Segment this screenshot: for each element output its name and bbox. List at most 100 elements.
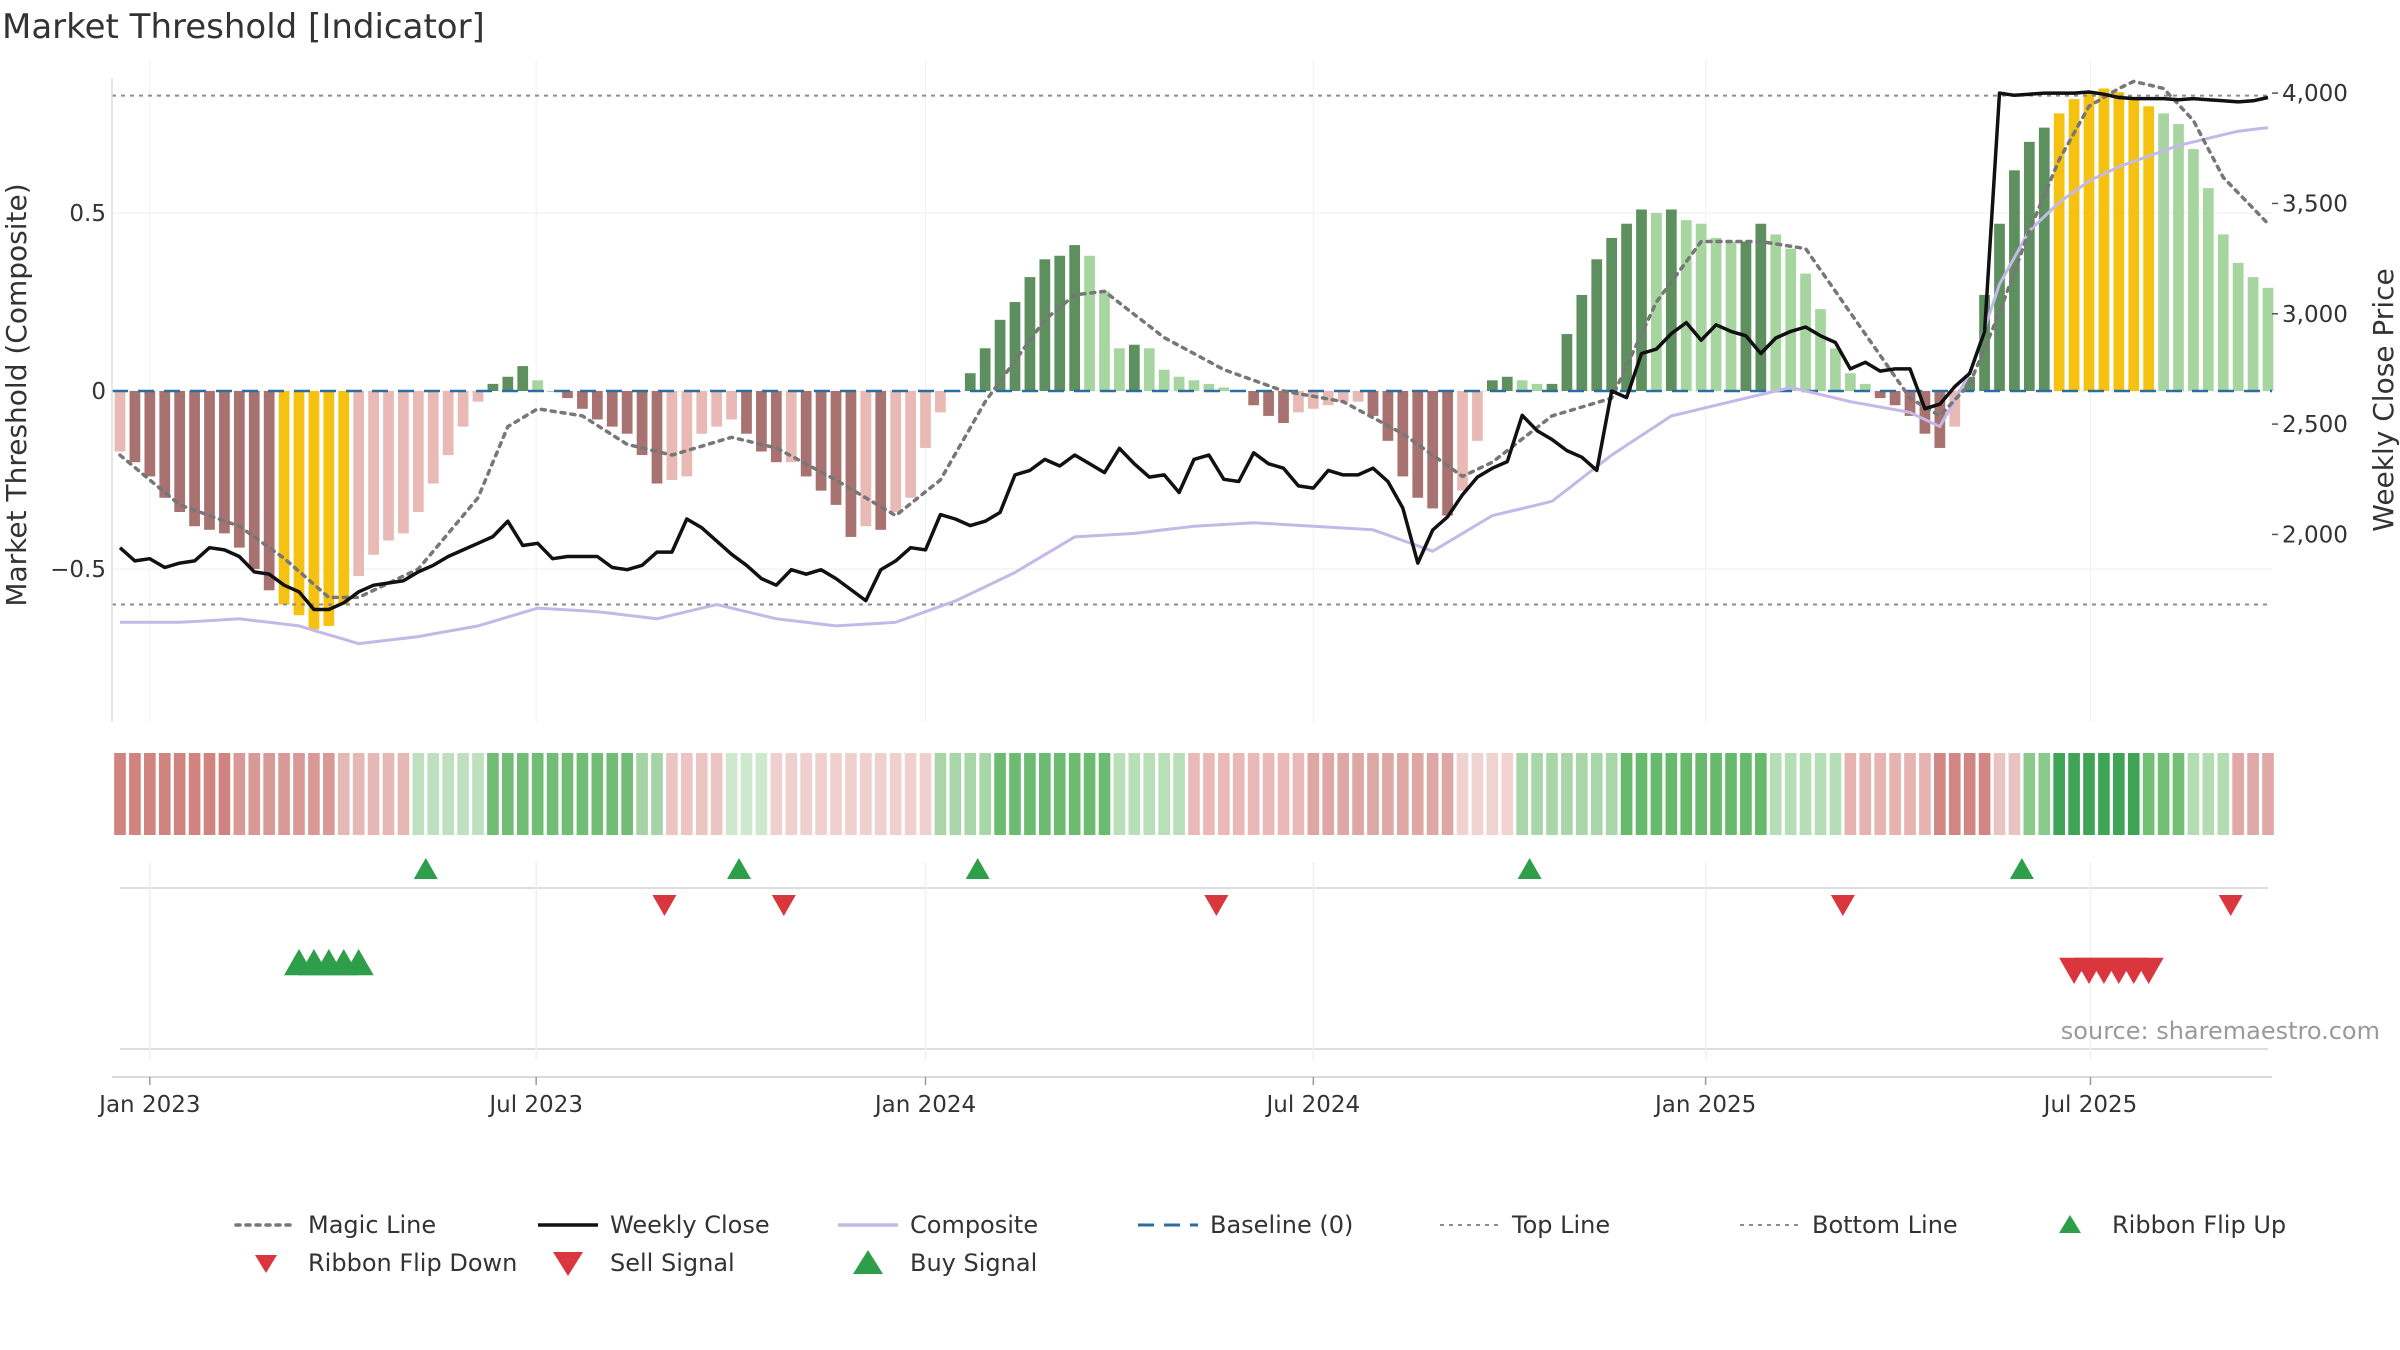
threshold-bar xyxy=(1382,391,1394,441)
ribbon-cell xyxy=(367,753,380,835)
legend-label: Composite xyxy=(910,1211,1038,1239)
ribbon-cell xyxy=(979,753,991,835)
ribbon-cell xyxy=(1173,753,1185,835)
threshold-bar xyxy=(1949,391,1961,427)
right-tick-label: 3,000 xyxy=(2282,302,2348,328)
ribbon-cell xyxy=(1650,753,1663,835)
ribbon-flip-up-marker xyxy=(2009,858,2034,879)
threshold-bar xyxy=(875,391,887,530)
ribbon xyxy=(114,753,2274,835)
ribbon-cell xyxy=(487,753,499,835)
ribbon-cell xyxy=(606,753,619,835)
ribbon-cell xyxy=(1203,753,1215,835)
ribbon-cell xyxy=(1740,753,1752,835)
ribbon-cell xyxy=(651,753,663,835)
ribbon-cell xyxy=(1978,753,1991,835)
threshold-bar xyxy=(2053,113,2065,392)
ribbon-cell xyxy=(1814,753,1827,835)
threshold-bar xyxy=(412,391,424,513)
threshold-bar xyxy=(1084,255,1095,391)
signal-markers xyxy=(120,858,2268,1060)
ribbon-cell xyxy=(2098,753,2110,835)
ribbon-cell xyxy=(1292,753,1305,835)
threshold-bar xyxy=(1472,391,1483,441)
threshold-bar xyxy=(129,391,141,463)
ribbon-cell xyxy=(2172,753,2185,835)
ribbon-cell xyxy=(1635,753,1648,835)
threshold-bar xyxy=(144,391,156,477)
ribbon-cell xyxy=(382,753,395,835)
threshold-bar xyxy=(1427,391,1439,509)
ribbon-cell xyxy=(1784,753,1797,835)
threshold-bar xyxy=(1710,237,1722,391)
threshold-bar xyxy=(517,366,529,391)
magic-line xyxy=(118,79,2270,600)
threshold-bar xyxy=(1830,348,1841,391)
legend-label: Bottom Line xyxy=(1812,1211,1958,1239)
threshold-bar xyxy=(427,391,439,484)
x-tick-label: Jul 2025 xyxy=(2042,1092,2138,1118)
right-tick-label: 2,000 xyxy=(2282,522,2348,548)
ribbon-cell xyxy=(516,753,529,835)
legend: Magic Line Weekly Close Composite Baseline … xyxy=(234,1211,2286,1277)
ribbon-cell xyxy=(1367,753,1379,835)
ribbon-cell xyxy=(1486,753,1499,835)
threshold-bar xyxy=(204,391,215,530)
ribbon-cell xyxy=(1680,753,1693,835)
ribbon-cell xyxy=(218,753,231,835)
ribbon-cell xyxy=(1188,753,1200,835)
ribbon-cell xyxy=(1456,753,1469,835)
threshold-bar xyxy=(1307,391,1319,409)
threshold-bar xyxy=(1591,259,1603,391)
left-tick-label: 0.5 xyxy=(69,201,106,227)
left-tick-label: 0 xyxy=(91,379,106,405)
threshold-bar xyxy=(964,373,976,391)
threshold-bar xyxy=(1785,248,1797,391)
threshold-bar xyxy=(1576,294,1588,391)
ribbon-cell xyxy=(2247,753,2259,835)
ribbon-flip-down-marker xyxy=(771,895,796,916)
ribbon-cell xyxy=(1799,753,1812,835)
ribbon-cell xyxy=(815,753,827,835)
threshold-bar xyxy=(1412,391,1424,498)
threshold-bar xyxy=(1874,391,1886,399)
threshold-bar xyxy=(1203,383,1215,391)
ribbon-cell xyxy=(874,753,887,835)
ribbon-cell xyxy=(1590,753,1603,835)
threshold-bar xyxy=(1621,223,1632,391)
threshold-bar xyxy=(547,391,558,392)
threshold-bar xyxy=(1695,223,1707,391)
ribbon-cell xyxy=(1307,753,1320,835)
threshold-bar xyxy=(2023,141,2035,391)
ribbon-cell xyxy=(2083,753,2095,835)
threshold-bar xyxy=(383,391,394,541)
legend-label: Weekly Close xyxy=(610,1211,770,1239)
x-tick-label: Jan 2024 xyxy=(873,1092,976,1118)
threshold-bar xyxy=(1352,391,1364,402)
ribbon-cell xyxy=(964,753,977,835)
ribbon-cell xyxy=(263,753,275,835)
threshold-bar xyxy=(890,391,902,513)
threshold-bar xyxy=(368,391,379,555)
threshold-bar xyxy=(487,383,499,391)
threshold-bar xyxy=(2247,277,2259,391)
threshold-bar xyxy=(1486,380,1498,391)
threshold-bar xyxy=(979,348,991,391)
ribbon-cell xyxy=(337,753,350,835)
ribbon-cell xyxy=(1068,753,1081,835)
threshold-bar xyxy=(1665,209,1677,391)
ribbon-cell xyxy=(427,753,440,835)
ribbon-cell xyxy=(323,753,335,835)
ribbon-cell xyxy=(129,753,141,835)
composite-line xyxy=(120,126,2269,646)
threshold-bar xyxy=(636,391,648,456)
ribbon-cell xyxy=(1098,753,1111,835)
ribbon-cell xyxy=(1009,753,1021,835)
threshold-bar xyxy=(1844,373,1856,391)
ribbon-cell xyxy=(860,753,872,835)
ribbon-cell xyxy=(1158,753,1170,835)
threshold-bar xyxy=(2068,99,2080,391)
buy-signal-marker xyxy=(343,949,374,976)
